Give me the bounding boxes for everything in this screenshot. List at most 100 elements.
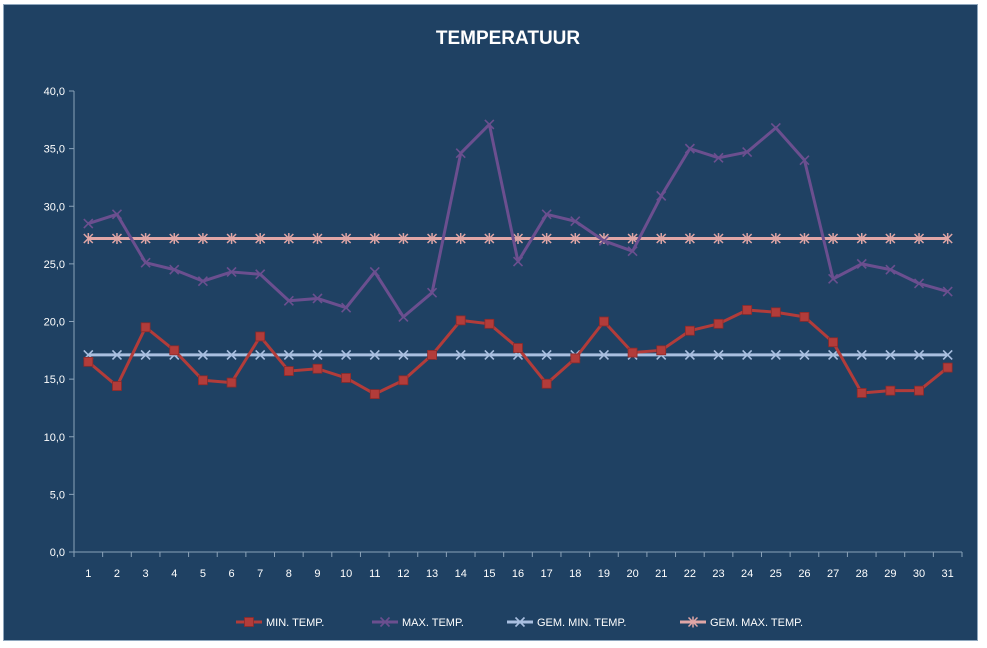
data-point [856, 388, 867, 398]
data-point [398, 311, 409, 322]
data-point [828, 233, 839, 245]
data-point [770, 122, 781, 133]
data-point [570, 216, 581, 227]
data-point [198, 375, 208, 386]
legend-label: GEM. MAX. TEMP. [710, 617, 803, 629]
x-tick-label: 23 [712, 568, 724, 580]
x-tick-label: 29 [884, 568, 896, 580]
series-1 [83, 119, 953, 322]
data-point [599, 316, 609, 327]
data-point [885, 349, 896, 360]
x-tick-label: 24 [741, 568, 753, 580]
data-point [713, 233, 724, 245]
data-point [484, 233, 495, 245]
data-point [255, 331, 266, 342]
data-point [512, 256, 524, 267]
data-point [484, 119, 495, 130]
data-point [226, 377, 237, 388]
data-point [770, 307, 781, 318]
data-point [140, 349, 151, 360]
data-point [398, 349, 409, 360]
data-point [942, 362, 953, 373]
data-point [312, 293, 323, 304]
data-point [828, 337, 838, 348]
x-tick-label: 5 [200, 568, 206, 580]
data-point [856, 349, 867, 360]
data-point [799, 155, 810, 166]
data-point [312, 349, 323, 360]
data-point [484, 318, 495, 329]
data-point [942, 286, 953, 297]
x-tick-label: 18 [569, 568, 581, 580]
data-point [111, 233, 122, 245]
data-point [283, 233, 294, 245]
series-layer [83, 119, 953, 400]
data-point [513, 343, 523, 353]
x-tick-label: 17 [541, 568, 553, 580]
x-tick-label: 26 [798, 568, 810, 580]
data-point [885, 385, 896, 396]
legend-marker [379, 616, 391, 628]
legend-item: GEM. MIN. TEMP. [507, 616, 626, 629]
x-tick-label: 27 [827, 568, 839, 580]
legend-marker [687, 616, 699, 628]
data-point [856, 258, 867, 269]
data-point [684, 143, 695, 154]
x-tick-label: 21 [655, 568, 667, 580]
legend-item: GEM. MAX. TEMP. [680, 616, 803, 629]
x-tick-label: 13 [426, 568, 438, 580]
legend-label: GEM. MIN. TEMP. [537, 617, 626, 629]
y-tick-label: 10,0 [44, 432, 65, 444]
x-tick-label: 15 [483, 568, 495, 580]
data-point [398, 233, 409, 245]
x-tick-label: 31 [942, 568, 954, 580]
data-point [656, 233, 667, 245]
data-point [197, 349, 208, 360]
x-tick-label: 4 [171, 568, 177, 580]
x-tick-label: 2 [114, 568, 120, 580]
data-point [255, 349, 266, 360]
data-point [913, 278, 925, 289]
data-point [426, 287, 438, 298]
data-point [140, 322, 151, 333]
data-point [140, 233, 151, 245]
line-chart: TEMPERATUUR 0,05,010,015,020,025,030,035… [44, 28, 963, 629]
data-point [656, 345, 667, 356]
data-point [570, 353, 581, 364]
data-point [541, 349, 552, 360]
data-point [312, 363, 323, 374]
data-point [627, 246, 638, 257]
data-point [684, 233, 695, 245]
data-point [598, 235, 610, 246]
data-point [828, 273, 839, 284]
data-point [111, 209, 123, 220]
data-point [713, 152, 724, 163]
chart-title: TEMPERATUUR [436, 28, 581, 49]
data-point [799, 349, 810, 360]
series-0 [83, 305, 953, 400]
data-point [713, 349, 724, 360]
x-tick-label: 6 [228, 568, 234, 580]
x-tick-label: 20 [626, 568, 638, 580]
data-point [598, 349, 610, 360]
data-point [341, 233, 352, 245]
data-point [770, 233, 781, 245]
x-tick-label: 9 [314, 568, 320, 580]
data-point [914, 233, 925, 245]
data-point [742, 147, 753, 158]
y-tick-label: 40,0 [44, 86, 65, 98]
legend-label: MAX. TEMP. [402, 617, 464, 629]
data-point [455, 315, 466, 326]
data-point [913, 349, 925, 360]
data-point [369, 266, 380, 278]
data-point [684, 325, 695, 336]
data-point [455, 148, 466, 159]
data-point [627, 233, 638, 245]
data-point [570, 233, 581, 245]
x-tick-label: 7 [257, 568, 263, 580]
legend-item: MIN. TEMP. [236, 617, 324, 629]
legend-item: MAX. TEMP. [372, 616, 464, 629]
data-point [541, 378, 552, 389]
data-point [885, 264, 896, 275]
data-point [770, 349, 781, 360]
